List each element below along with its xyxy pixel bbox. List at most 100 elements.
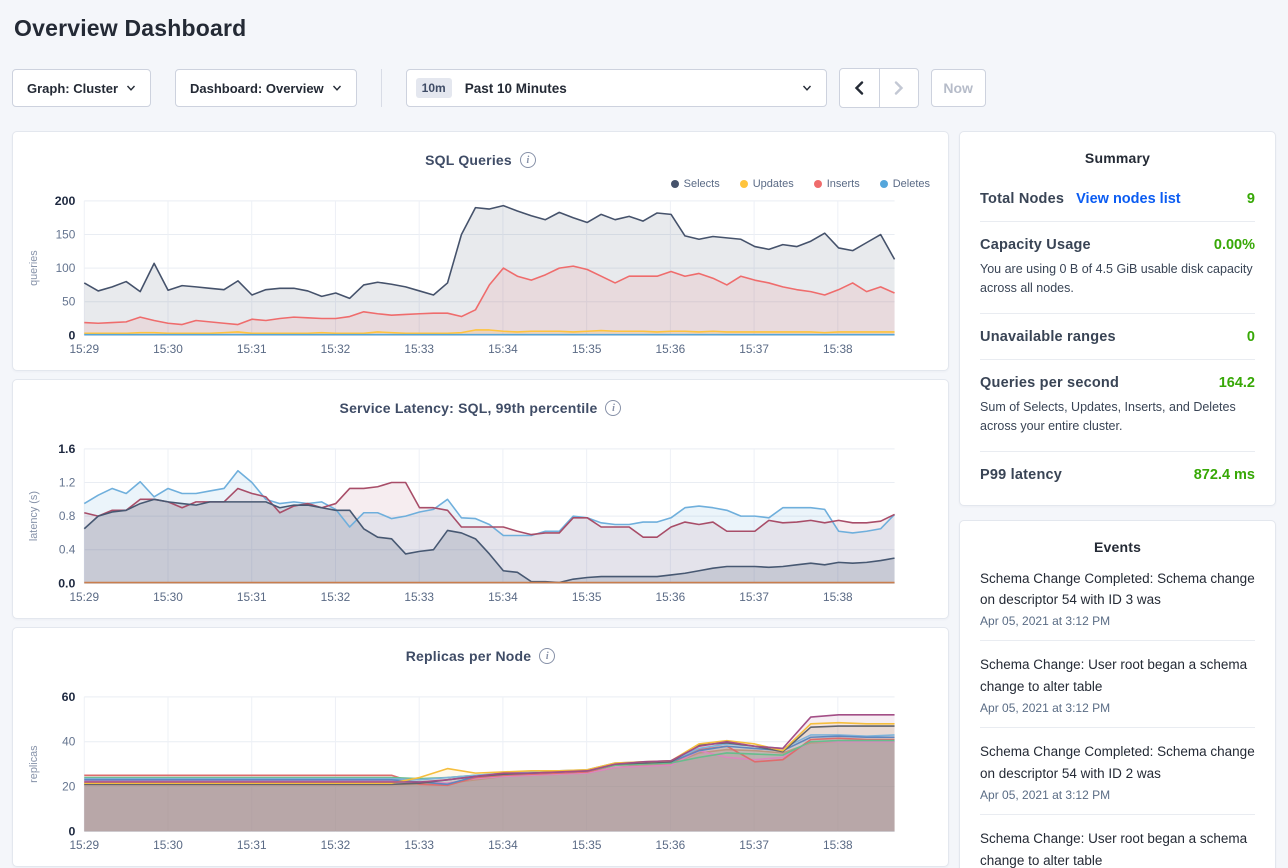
service-latency-panel: Service Latency: SQL, 99th percentile i … (12, 379, 950, 619)
time-range-badge: 10m (415, 78, 452, 98)
page-title: Overview Dashboard (14, 15, 247, 41)
chevron-down-icon (802, 85, 811, 91)
svg-text:15:35: 15:35 (572, 342, 602, 356)
controls-bar: Graph: Cluster Dashboard: Overview 10m P… (12, 68, 1276, 108)
summary-desc: Sum of Selects, Updates, Inserts, and De… (980, 399, 1236, 434)
legend-item-updates[interactable]: Updates (739, 178, 794, 190)
chevron-right-icon (894, 81, 903, 95)
svg-text:15:34: 15:34 (488, 590, 518, 604)
svg-text:0.8: 0.8 (59, 509, 76, 523)
svg-text:0: 0 (68, 824, 75, 838)
event-text: Schema Change: User root began a schema … (980, 657, 1248, 695)
chart-header: SQL Queries i (23, 132, 938, 168)
summary-value: 872.4 ms (1193, 466, 1255, 483)
info-icon[interactable]: i (605, 400, 622, 416)
svg-text:40: 40 (62, 735, 76, 749)
chevron-left-icon (854, 81, 864, 95)
chart-header: Replicas per Node i (23, 628, 938, 664)
time-next-button[interactable] (878, 69, 918, 107)
summary-label: Unavailable ranges (980, 328, 1116, 345)
svg-text:15:37: 15:37 (739, 342, 769, 356)
summary-title: Summary (1084, 150, 1151, 166)
svg-text:15:32: 15:32 (321, 590, 351, 604)
summary-label: Total Nodes (980, 191, 1065, 207)
summary-value: 0 (1246, 328, 1255, 345)
events-title: Events (1093, 538, 1142, 555)
event-item[interactable]: Schema Change Completed: Schema change o… (980, 555, 1255, 642)
dashboard-dropdown[interactable]: Dashboard: Overview (175, 69, 357, 107)
svg-text:15:33: 15:33 (404, 590, 434, 604)
svg-text:15:31: 15:31 (237, 838, 267, 852)
info-icon[interactable]: i (519, 152, 536, 168)
svg-text:15:35: 15:35 (572, 838, 602, 852)
time-range-label: Past 10 Minutes (464, 80, 567, 96)
svg-text:15:38: 15:38 (823, 342, 853, 356)
info-icon[interactable]: i (539, 648, 556, 664)
summary-label: Capacity Usage (980, 237, 1091, 253)
legend-label: Inserts (826, 178, 860, 190)
svg-text:15:32: 15:32 (321, 342, 351, 356)
svg-text:15:34: 15:34 (488, 342, 518, 356)
event-item[interactable]: Schema Change: User root began a schema … (980, 815, 1255, 868)
now-button[interactable]: Now (930, 69, 986, 107)
svg-text:15:36: 15:36 (656, 342, 686, 356)
svg-text:15:31: 15:31 (237, 590, 267, 604)
summary-row-capacity-usage: Capacity Usage 0.00% You are using 0 B o… (980, 222, 1255, 314)
service-latency-chart[interactable]: 0.0 0.4 0.8 1.2 1.6 15:29 15:30 15:31 15:32 15:33… (23, 440, 938, 612)
legend-label: Selects (683, 178, 720, 190)
svg-text:15:38: 15:38 (823, 838, 853, 852)
event-item[interactable]: Schema Change: User root began a schema … (980, 641, 1255, 728)
summary-value: 0.00% (1213, 237, 1255, 253)
summary-row-p99-latency: P99 latency 872.4 ms (980, 452, 1255, 497)
svg-text:15:35: 15:35 (572, 590, 602, 604)
chevron-down-icon (332, 85, 341, 91)
svg-text:15:37: 15:37 (739, 590, 769, 604)
svg-text:15:33: 15:33 (404, 342, 434, 356)
graph-dropdown[interactable]: Graph: Cluster (12, 69, 152, 107)
event-text: Schema Change Completed: Schema change o… (980, 743, 1255, 781)
svg-text:0: 0 (68, 328, 75, 342)
chart-legend: Selects Updates Inserts Deletes (670, 178, 930, 190)
chart-title: Replicas per Node (405, 648, 532, 664)
svg-text:100: 100 (56, 261, 76, 275)
svg-text:1.6: 1.6 (58, 442, 75, 456)
graph-dropdown-label: Graph: Cluster (27, 80, 119, 96)
svg-text:15:32: 15:32 (321, 838, 351, 852)
legend-item-selects[interactable]: Selects (670, 178, 720, 190)
summary-label: Queries per second (980, 374, 1120, 391)
svg-text:15:34: 15:34 (488, 838, 518, 852)
summary-row-queries-per-second: Queries per second 164.2 Sum of Selects,… (980, 360, 1255, 452)
summary-label: P99 latency (980, 466, 1063, 483)
sidebar-column: Summary Total Nodes View nodes list 9 Ca… (959, 131, 1276, 868)
chart-title: Service Latency: SQL, 99th percentile (339, 400, 598, 416)
event-text: Schema Change Completed: Schema change o… (980, 570, 1255, 608)
replicas-per-node-panel: Replicas per Node i 0 20 40 60 15:29 15:30 15:… (12, 627, 950, 867)
time-range-select[interactable]: 10m Past 10 Minutes (405, 69, 827, 107)
dashboard-dropdown-label: Dashboard: Overview (190, 80, 324, 96)
svg-text:15:29: 15:29 (69, 342, 99, 356)
legend-dot (879, 180, 888, 188)
replicas-per-node-chart[interactable]: 0 20 40 60 15:29 15:30 15:31 15:32 15:33 15:34 15:… (23, 688, 938, 860)
svg-text:15:36: 15:36 (656, 590, 686, 604)
svg-text:15:29: 15:29 (69, 838, 99, 852)
events-panel: Events Schema Change Completed: Schema c… (959, 519, 1276, 868)
legend-dot (739, 180, 748, 188)
legend-item-inserts[interactable]: Inserts (813, 178, 860, 190)
legend-label: Updates (752, 178, 794, 190)
summary-value: 164.2 (1218, 374, 1255, 391)
svg-text:200: 200 (55, 194, 76, 208)
view-nodes-list-link[interactable]: View nodes list (1076, 191, 1181, 207)
time-prev-button[interactable] (840, 69, 879, 107)
summary-desc: You are using 0 B of 4.5 GiB usable disk… (980, 262, 1253, 296)
svg-text:0.4: 0.4 (59, 543, 76, 557)
legend-item-deletes[interactable]: Deletes (879, 178, 930, 190)
event-item[interactable]: Schema Change Completed: Schema change o… (980, 728, 1255, 815)
chart-title: SQL Queries (425, 152, 512, 168)
svg-text:60: 60 (62, 690, 76, 704)
svg-text:replicas: replicas (28, 745, 40, 783)
chart-header: Service Latency: SQL, 99th percentile i (23, 380, 938, 416)
sql-queries-chart[interactable]: 0 50 100 150 200 15:29 15:30 15:31 15:32 15:33 15:… (23, 192, 938, 364)
time-step-buttons (838, 68, 919, 108)
summary-value: 9 (1246, 191, 1255, 207)
chevron-down-icon (127, 85, 136, 91)
